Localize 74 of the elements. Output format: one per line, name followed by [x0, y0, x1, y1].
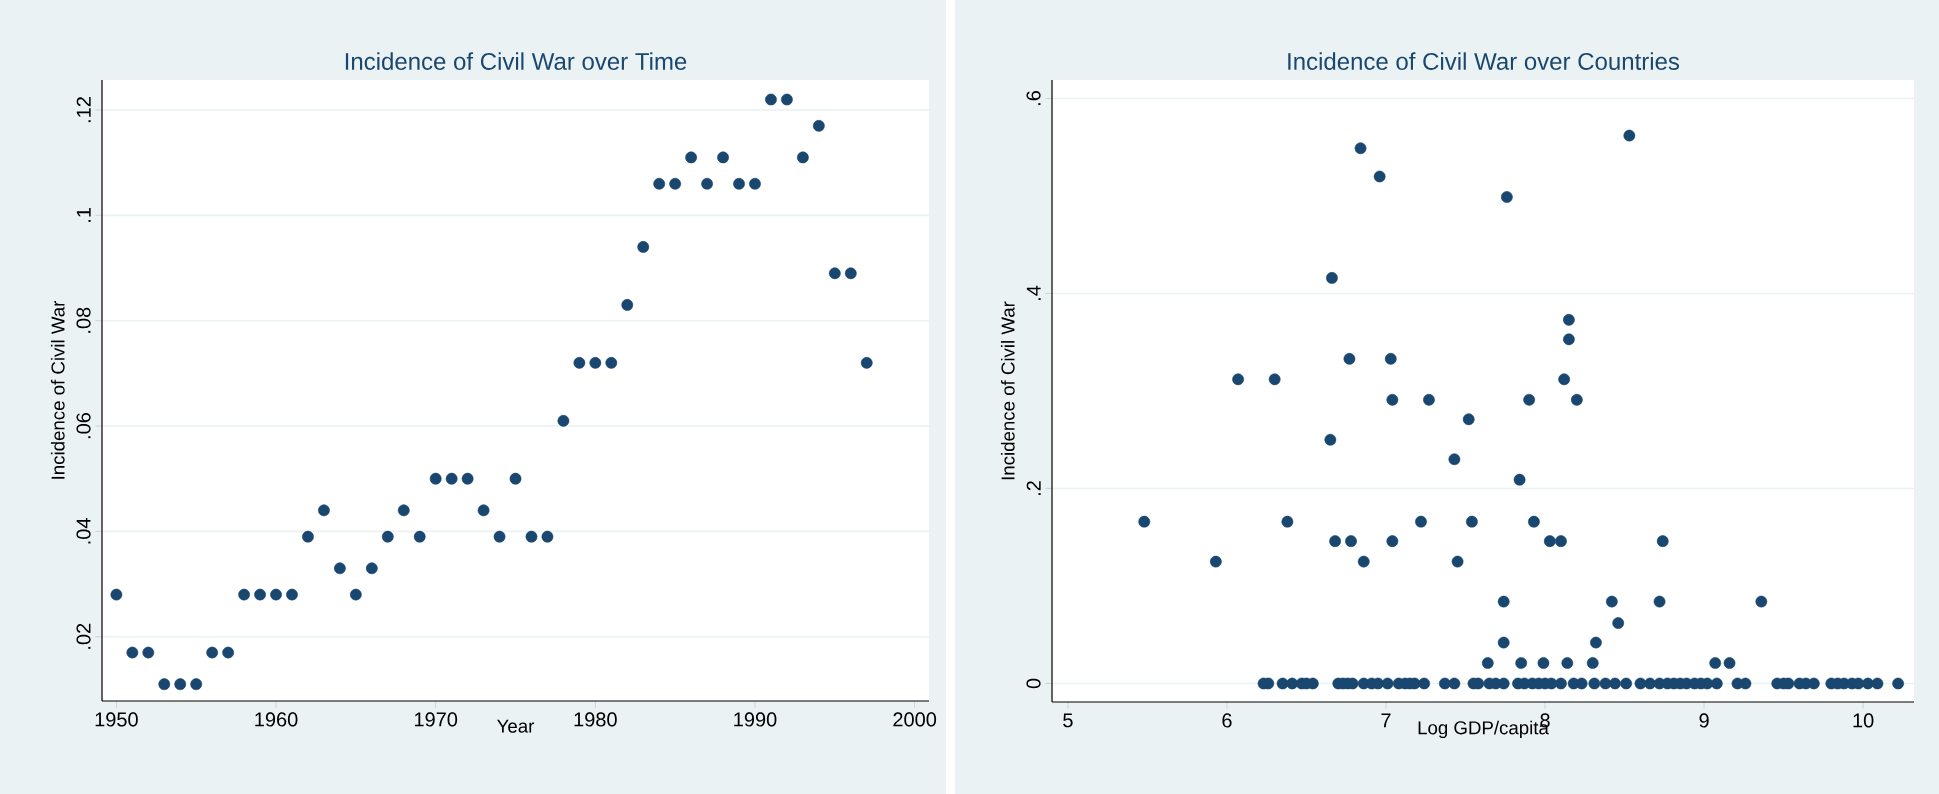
point [685, 151, 697, 164]
y-tick-label: .08 [76, 307, 91, 333]
x-tick-label: 5 [1063, 713, 1073, 728]
y-tick-label: .12 [76, 97, 91, 123]
point [190, 678, 203, 691]
y-tick-label: .4 [1026, 285, 1041, 301]
point [812, 119, 825, 132]
point [701, 177, 713, 190]
point [302, 530, 314, 543]
point [206, 646, 219, 659]
point [397, 504, 410, 517]
point [365, 562, 378, 575]
point [653, 177, 666, 190]
x-tick-label: 7 [1381, 713, 1391, 728]
point [445, 472, 458, 485]
chart-title: Incidence of Civil War over Time [345, 52, 687, 70]
x-tick-label: 1990 [734, 712, 777, 727]
x-tick-label: 1950 [95, 712, 138, 727]
point [286, 588, 298, 601]
y-tick-label: .6 [1026, 91, 1041, 106]
point [797, 151, 809, 164]
point [860, 356, 873, 369]
point [828, 267, 841, 280]
point [781, 93, 793, 106]
x-tick-label: 10 [1853, 713, 1874, 728]
point [238, 588, 250, 601]
point [158, 678, 171, 691]
point [174, 678, 187, 691]
point [541, 530, 554, 543]
point [621, 299, 634, 311]
y-tick-label: 0 [1026, 678, 1041, 689]
point [733, 177, 745, 190]
point [637, 241, 650, 253]
point [477, 504, 490, 517]
point [413, 530, 426, 543]
point [557, 414, 570, 427]
point [110, 588, 123, 601]
y-tick-label: .04 [76, 518, 91, 544]
chart-title: Incidence of Civil War over Countries [1288, 52, 1680, 70]
point [461, 472, 474, 485]
x-tick-label: 6 [1222, 713, 1232, 728]
x-tick-label: 2000 [893, 712, 937, 727]
point [270, 588, 282, 601]
y-axis-title: Incidence of Civil War [50, 300, 65, 479]
point [126, 646, 139, 659]
y-tick-label: .06 [76, 413, 91, 439]
x-axis-title: Year [497, 719, 535, 733]
point [844, 267, 857, 280]
x-tick-label: 1960 [255, 712, 298, 727]
point [589, 356, 602, 369]
x-tick-label: 1970 [414, 712, 458, 727]
point [429, 472, 442, 485]
y-tick-label: .1 [76, 208, 91, 222]
point [142, 646, 155, 659]
y-tick-label: .2 [1026, 481, 1041, 496]
x-tick-label: 1980 [574, 712, 617, 727]
point [749, 177, 761, 190]
point [254, 588, 266, 601]
point [525, 530, 538, 543]
point [318, 504, 330, 517]
x-tick-label: 9 [1699, 713, 1709, 728]
point [573, 356, 586, 369]
point [669, 177, 682, 190]
point [381, 530, 394, 543]
point [765, 93, 777, 106]
point [222, 646, 234, 659]
y-tick-label: .02 [76, 623, 91, 649]
point [349, 588, 362, 601]
point [605, 356, 618, 369]
point [493, 530, 506, 543]
y-axis-title: Incidence of Civil War [1000, 301, 1015, 480]
point [509, 472, 522, 485]
point [334, 562, 346, 575]
point [717, 151, 729, 164]
